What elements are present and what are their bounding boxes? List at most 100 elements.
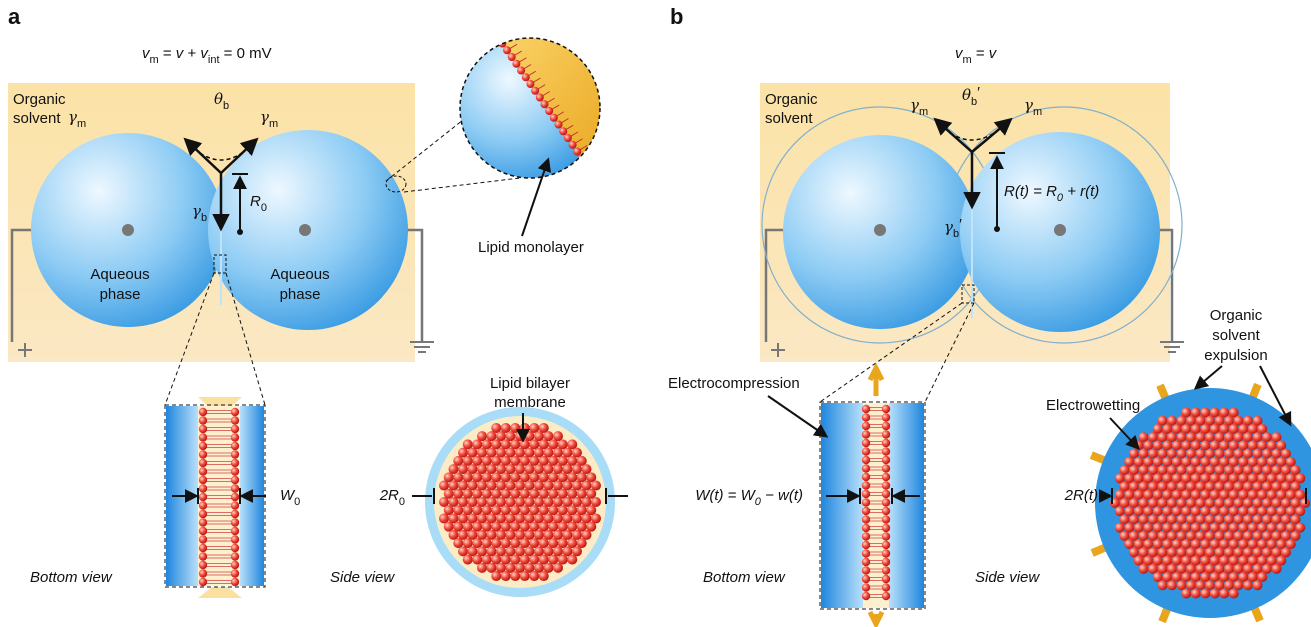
lipid-head: [882, 456, 890, 464]
lipid-head: [510, 571, 520, 581]
lipid-head: [862, 524, 870, 532]
lipid-head: [199, 569, 207, 577]
pointer: [768, 396, 826, 436]
lipid-head: [862, 447, 870, 455]
lipid-head: [862, 575, 870, 583]
panel-letter: a: [8, 4, 21, 29]
lipid-head: [231, 578, 239, 586]
lipid-head: [882, 575, 890, 583]
lipid-head: [573, 148, 581, 156]
lipid-head: [231, 544, 239, 552]
lipid-head: [231, 467, 239, 475]
lipid-head: [231, 433, 239, 441]
lipid-head: [199, 442, 207, 450]
lipid-head: [231, 518, 239, 526]
lipid-head: [559, 127, 567, 135]
lipid-head: [862, 549, 870, 557]
lipid-head: [882, 515, 890, 523]
lipid-head: [564, 134, 572, 142]
lipid-tail: [596, 173, 606, 179]
lipid-head: [231, 493, 239, 501]
aqueous-label: phase: [100, 286, 141, 303]
expulsion-label: expulsion: [1204, 347, 1267, 364]
lipid-head: [199, 561, 207, 569]
lipid-head: [231, 476, 239, 484]
lipid-head: [862, 592, 870, 600]
lipid-head: [862, 405, 870, 413]
aqueous-label: Aqueous: [270, 266, 329, 283]
lipid-head: [1229, 588, 1239, 598]
lipid-head: [199, 527, 207, 535]
lipid-head: [199, 535, 207, 543]
lipid-head: [1219, 588, 1229, 598]
lipid-head: [231, 501, 239, 509]
lipid-head: [862, 464, 870, 472]
lipid-head: [882, 439, 890, 447]
electrode: [1054, 224, 1066, 236]
lipid-head: [882, 447, 890, 455]
electrowetting-label: Electrowetting: [1046, 397, 1140, 414]
figure: a vm = v + vint = 0 mV Organic solvent γ…: [0, 0, 1311, 627]
page: {"panel_a": { "letter": "a", "equation":…: [0, 0, 1311, 627]
lipid-head: [199, 459, 207, 467]
lipid-head: [862, 481, 870, 489]
solvent-label: Organic: [765, 91, 818, 108]
lipid-head: [199, 450, 207, 458]
lipid-head: [862, 422, 870, 430]
diameter-label: 2R0: [379, 487, 405, 508]
solvent-label: solvent: [13, 110, 61, 127]
lipid-head: [231, 527, 239, 535]
lipid-head: [882, 473, 890, 481]
expulsion-label: solvent: [1212, 327, 1260, 344]
lipid-head: [199, 425, 207, 433]
lipid-head: [882, 430, 890, 438]
width-label: W(t) = W0 − w(t): [695, 487, 803, 508]
lipid-head: [508, 53, 516, 61]
aqueous-strip: [889, 403, 924, 608]
lipid-head: [231, 569, 239, 577]
width-label: W0: [280, 487, 300, 508]
solvent-wedge: [198, 587, 242, 598]
lipid-head: [1253, 580, 1263, 590]
panel-letter: b: [670, 4, 683, 29]
lipid-head: [1272, 564, 1282, 574]
lipid-head: [231, 510, 239, 518]
lipid-head: [1167, 580, 1177, 590]
lipid-head: [494, 33, 502, 41]
lipid-head: [1139, 564, 1149, 574]
lipid-head: [592, 175, 600, 183]
lipid-head: [862, 473, 870, 481]
lipid-head: [199, 518, 207, 526]
lipid-head: [540, 100, 548, 108]
lipid-head: [231, 535, 239, 543]
lipid-head: [862, 541, 870, 549]
lipid-head: [862, 515, 870, 523]
lipid-head: [545, 107, 553, 115]
lipid-head: [1181, 588, 1191, 598]
lipid-head: [882, 549, 890, 557]
lipid-head: [862, 490, 870, 498]
lipid-head: [536, 94, 544, 102]
lipid-tail: [587, 159, 597, 165]
lipid-head: [553, 563, 563, 573]
lipid-head: [587, 168, 595, 176]
lipid-head: [1243, 580, 1253, 590]
lipid-head: [882, 464, 890, 472]
lipid-head: [531, 87, 539, 95]
bilayer-label: membrane: [494, 394, 566, 411]
lipid-head: [882, 558, 890, 566]
lipid-tail: [591, 166, 601, 172]
lipid-head: [862, 456, 870, 464]
view-label: Bottom view: [703, 569, 786, 586]
lipid-head: [882, 490, 890, 498]
lipid-head: [231, 425, 239, 433]
monolayer-label: Lipid monolayer: [478, 239, 584, 256]
lipid-head: [1210, 588, 1220, 598]
radius-dot: [237, 229, 243, 235]
lipid-head: [862, 558, 870, 566]
lipid-head: [231, 416, 239, 424]
lipid-head: [199, 552, 207, 560]
lipid-head: [1191, 588, 1201, 598]
lipid-head: [555, 121, 563, 129]
pointer: [1196, 366, 1222, 388]
